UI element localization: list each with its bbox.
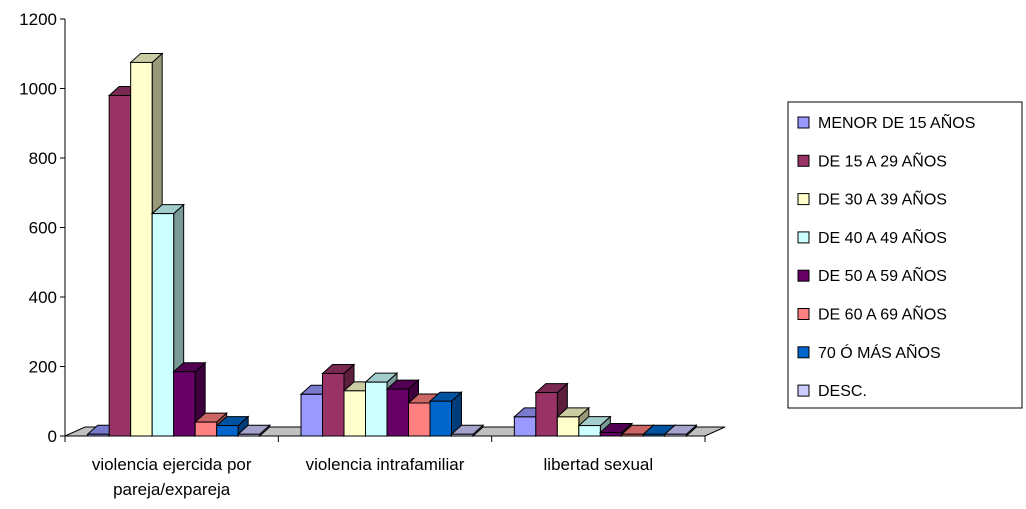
bar — [599, 432, 623, 437]
bar — [513, 416, 537, 437]
bar — [664, 433, 687, 437]
x-category-label-line: libertad sexual — [544, 455, 654, 474]
legend-swatch — [797, 193, 810, 206]
chart-legend: MENOR DE 15 AÑOS DE 15 A 29 AÑOS DE 30 A 3… — [787, 101, 1023, 409]
bar — [621, 433, 644, 437]
x-category-label: violencia ejercida por pareja/expareja — [92, 455, 252, 499]
bar — [535, 392, 558, 437]
bar — [322, 372, 345, 437]
y-tick-label: 1200 — [19, 10, 57, 29]
legend-entry: MENOR DE 15 AÑOS — [818, 112, 975, 132]
legend-swatch — [797, 231, 810, 244]
legend-entry: 70 Ó MÁS AÑOS — [818, 342, 941, 362]
legend-swatch — [797, 269, 810, 282]
bar — [556, 416, 580, 437]
x-category-label: violencia intrafamiliar — [306, 455, 465, 474]
bar — [300, 393, 323, 437]
legend-entry: DE 40 A 49 AÑOS — [818, 227, 947, 247]
bar — [130, 61, 153, 437]
bar — [87, 433, 110, 437]
chart-labels: violencia ejercida por pareja/exparejavio… — [92, 455, 653, 499]
bar — [151, 213, 175, 437]
legend-box — [787, 101, 1023, 409]
bar — [173, 371, 196, 437]
bar — [429, 400, 452, 437]
legend-entry: DESC. — [818, 383, 867, 400]
chart-bars — [86, 52, 698, 438]
legend-swatch — [797, 116, 810, 129]
bar — [365, 381, 388, 437]
bar — [578, 425, 601, 437]
bar — [237, 433, 261, 437]
bar — [386, 388, 409, 437]
x-category-label-line: violencia intrafamiliar — [306, 455, 465, 474]
legend-entry: DE 30 A 39 AÑOS — [818, 189, 947, 209]
y-tick-label: 0 — [48, 427, 57, 446]
legend-entry: DE 60 A 69 AÑOS — [818, 304, 947, 324]
x-category-label-line: violencia ejercida por — [92, 455, 252, 474]
y-tick-label: 400 — [29, 288, 57, 307]
y-tick-label: 1000 — [19, 80, 57, 99]
legend-entry: DE 50 A 59 AÑOS — [818, 265, 947, 285]
bar — [108, 94, 132, 437]
bar — [216, 425, 239, 437]
bar — [194, 421, 218, 437]
x-category-label-line: pareja/expareja — [113, 480, 231, 499]
y-tick-label: 200 — [29, 358, 57, 377]
legend-swatch — [797, 308, 810, 320]
legend-entry: DE 15 A 29 AÑOS — [818, 150, 947, 170]
bar — [642, 433, 666, 437]
bar — [451, 433, 474, 437]
legend-swatch — [797, 154, 810, 167]
x-category-label: libertad sexual — [544, 455, 654, 474]
y-tick-label: 800 — [29, 149, 57, 168]
y-tick-label: 600 — [29, 219, 57, 238]
bar — [408, 402, 431, 437]
legend-swatch — [797, 384, 810, 397]
legend-swatch — [797, 346, 810, 359]
chart-axes: 0 200 400 600 800 1000 1200 — [19, 10, 66, 446]
bar — [343, 390, 366, 437]
